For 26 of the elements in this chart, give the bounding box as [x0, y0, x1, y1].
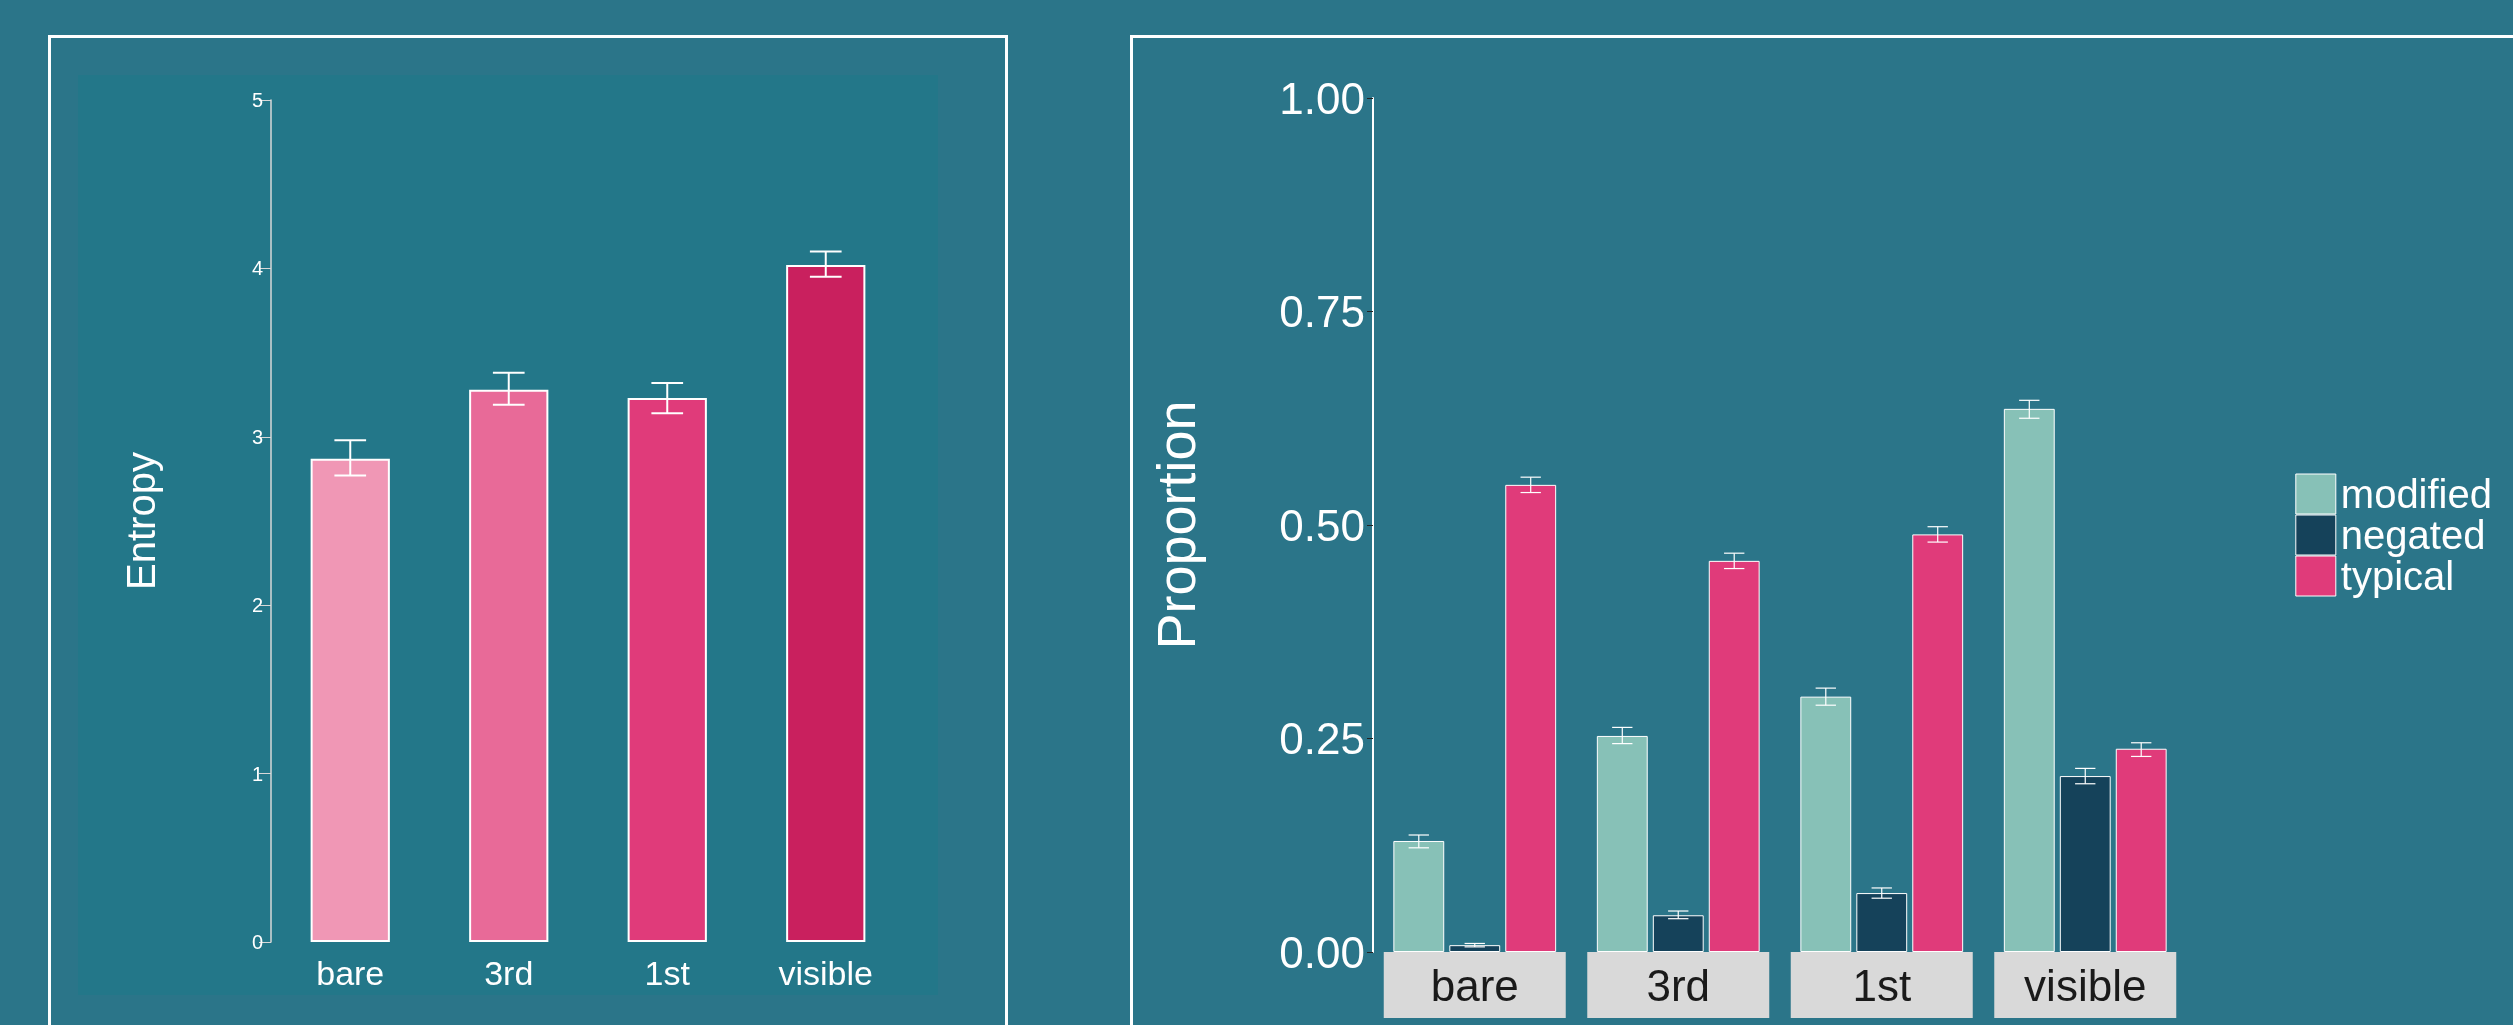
- y-tick-label: 1.00: [1279, 73, 1365, 123]
- x-tick-label: 3rd: [484, 954, 534, 992]
- y-tick-label: 1: [251, 762, 263, 785]
- x-tick-label: bare: [1430, 960, 1519, 1010]
- y-axis-title: Proportion: [1146, 400, 1206, 650]
- y-axis-title: Entropy: [119, 452, 163, 590]
- bar: [1856, 893, 1908, 952]
- legend-label: modified: [2340, 472, 2493, 516]
- x-tick-label: 1st: [644, 954, 691, 992]
- y-tick-label: 4: [251, 257, 263, 280]
- bar: [1393, 840, 1445, 952]
- x-tick-label: 3rd: [1646, 960, 1711, 1010]
- y-tick-label: 3: [251, 425, 263, 448]
- bar: [1652, 915, 1704, 952]
- x-tick-label: visible: [778, 954, 873, 992]
- y-tick-label: 0.00: [1279, 927, 1365, 977]
- x-tick-label: visible: [2024, 960, 2147, 1010]
- y-tick-label: 0: [251, 931, 263, 953]
- y-tick-label: 0.75: [1279, 287, 1365, 336]
- x-tick-label: 1st: [1852, 960, 1912, 1010]
- y-tick-label: 5: [251, 89, 263, 111]
- y-tick-label: 2: [251, 594, 263, 617]
- y-tick-label: 0.25: [1279, 714, 1365, 763]
- x-tick-label: bare: [316, 954, 385, 992]
- legend-label: negated: [2340, 513, 2486, 557]
- y-tick-label: 0.50: [1279, 500, 1365, 550]
